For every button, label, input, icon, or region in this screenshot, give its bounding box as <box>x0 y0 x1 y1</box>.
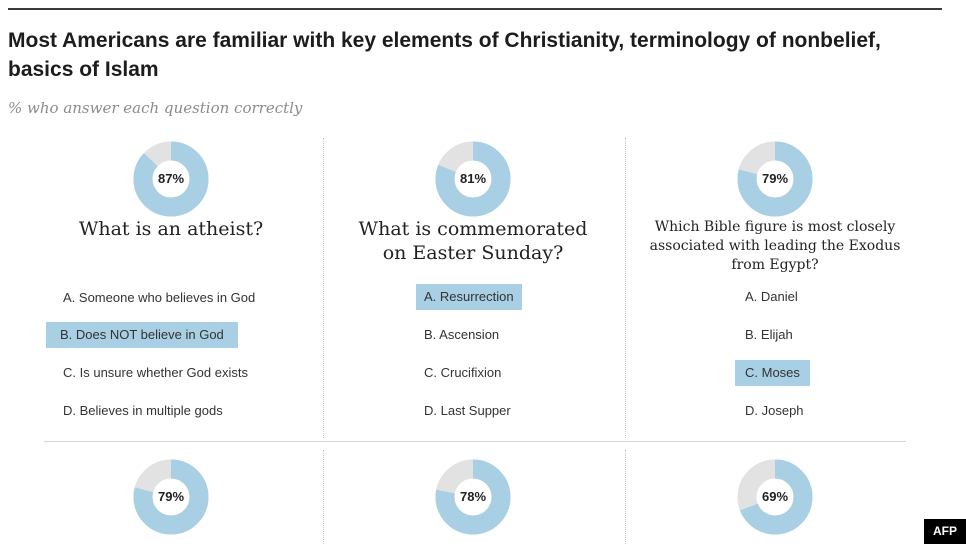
answer-option-c: C. Is unsure whether God exists <box>63 365 248 380</box>
donut-ring <box>737 141 813 217</box>
question-line: What is commemorated <box>358 218 588 240</box>
donut-correct-segment <box>737 141 813 217</box>
percent-label: 69% <box>761 489 789 504</box>
percent-label: 87% <box>157 171 185 186</box>
question-text: What is commemorated on Easter Sunday? <box>324 217 622 265</box>
donut-chart: 87% <box>131 139 211 219</box>
donut-chart: 81% <box>433 139 513 219</box>
donut-correct-segment <box>435 141 511 217</box>
question-line: Which Bible figure is most closely <box>654 219 896 235</box>
column-divider <box>323 450 324 544</box>
percent-label: 81% <box>459 171 487 186</box>
donut-ring <box>737 459 813 535</box>
chart-subtitle: % who answer each question correctly <box>8 99 303 117</box>
percent-label: 78% <box>459 489 487 504</box>
donut-ring <box>435 141 511 217</box>
donut-correct-segment <box>737 459 813 535</box>
donut-ring <box>133 141 209 217</box>
column-divider <box>625 450 626 544</box>
question-panel-easter: 81% What is commemorated on Easter Sunda… <box>324 135 622 435</box>
donut-ring <box>435 459 511 535</box>
question-panel-atheist: 87% What is an atheist? A. Someone who b… <box>22 135 320 435</box>
donut-chart: 79% <box>131 457 211 537</box>
donut-chart: 79% <box>735 139 815 219</box>
column-divider <box>323 138 324 438</box>
donut-chart: 69% <box>735 457 815 537</box>
top-rule <box>8 8 942 10</box>
answer-option-a-correct: A. Resurrection <box>416 284 522 310</box>
answer-option-c: C. Crucifixion <box>424 365 502 380</box>
answer-option-d: D. Believes in multiple gods <box>63 403 223 418</box>
question-text: Which Bible figure is most closely assoc… <box>626 218 924 275</box>
question-line: associated with leading the Exodus <box>649 238 901 254</box>
chart-title: Most Americans are familiar with key ele… <box>8 29 881 81</box>
donut-correct-segment <box>435 459 511 535</box>
question-line: on Easter Sunday? <box>382 242 564 264</box>
percent-label: 79% <box>761 171 789 186</box>
column-divider <box>625 138 626 438</box>
answer-option-b-correct: B. Does NOT believe in God <box>46 322 238 348</box>
donut-chart: 78% <box>433 457 513 537</box>
answer-option-d: D. Joseph <box>745 403 804 418</box>
percent-label: 79% <box>157 489 185 504</box>
answer-option-c-correct: C. Moses <box>735 360 810 386</box>
credit-logo: AFP <box>924 519 966 544</box>
question-line: from Egypt? <box>731 257 819 273</box>
row-divider <box>44 441 906 442</box>
answer-option-b: B. Ascension <box>424 327 500 342</box>
answer-option-a: A. Daniel <box>745 289 798 304</box>
donut-ring <box>133 459 209 535</box>
answer-option-d: D. Last Supper <box>424 403 511 418</box>
answer-option-a: A. Someone who believes in God <box>63 290 256 305</box>
answer-option-b: B. Elijah <box>745 327 793 342</box>
question-text: What is an atheist? <box>78 218 264 240</box>
question-panel-exodus: 79% Which Bible figure is most closely a… <box>626 135 924 435</box>
donut-correct-segment <box>133 141 209 217</box>
donut-correct-segment <box>133 459 209 535</box>
